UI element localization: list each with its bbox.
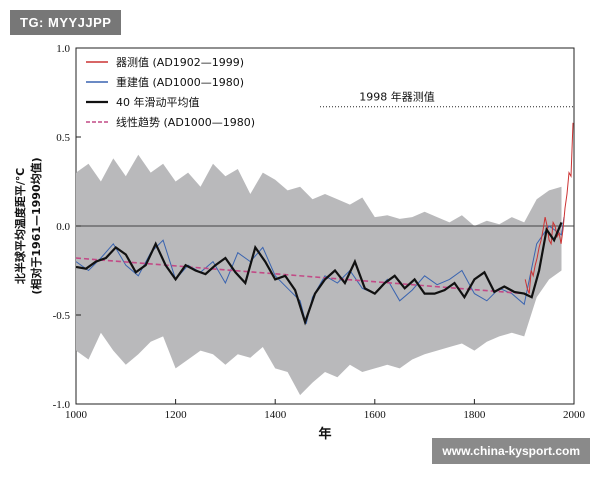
x-tick-label: 1800 — [463, 409, 486, 421]
annotation-label: 1998 年器测值 — [359, 90, 435, 104]
legend-label-instrumental: 器测值 (AD1902—1999) — [116, 56, 244, 69]
y-tick-label: 0.5 — [56, 132, 70, 144]
x-tick-label: 1600 — [364, 409, 387, 421]
series-line-smoothed — [75, 221, 563, 326]
axis-layer: 1000 1200 1400 1600 1800 2000 1.0 0.5 0.0 -0.5 -1.… — [53, 43, 586, 421]
series-line-trend — [75, 257, 525, 295]
legend-label-trend: 线性趋势 (AD1000—1980) — [116, 115, 255, 129]
x-tick-label: 1000 — [65, 409, 88, 421]
annotation-layer: 1998 年器测值 — [320, 90, 574, 108]
x-axis-label: 年 — [318, 426, 331, 442]
x-tick-label: 2000 — [563, 409, 586, 421]
legend-label-smoothed: 40 年滑动平均值 — [116, 95, 200, 109]
series-line-instrumental — [524, 122, 574, 294]
y-tick-label: 1.0 — [56, 43, 70, 55]
legend: 器测值 (AD1902—1999) 重建值 (AD1000—1980) 40 年滑动… — [86, 56, 255, 129]
legend-label-reconstruction: 重建值 (AD1000—1980) — [116, 75, 244, 89]
y-axis-label-line2: (相对于1961—1990均值) — [29, 157, 43, 294]
uncertainty-band-layer — [76, 154, 562, 396]
x-tick-label: 1400 — [264, 409, 287, 421]
watermark-bottom: www.china-kysport.com — [432, 438, 590, 464]
x-tick-label: 1200 — [165, 409, 188, 421]
uncertainty-band — [76, 154, 562, 396]
watermark-top: TG: MYYJJPP — [10, 10, 122, 35]
series-layer — [75, 122, 574, 326]
y-tick-label: 0.0 — [56, 221, 70, 233]
y-axis-label-line1: 北半球平均温度距平/℃ — [13, 168, 27, 284]
y-tick-label: -0.5 — [53, 310, 71, 322]
y-tick-label: -1.0 — [53, 399, 71, 411]
